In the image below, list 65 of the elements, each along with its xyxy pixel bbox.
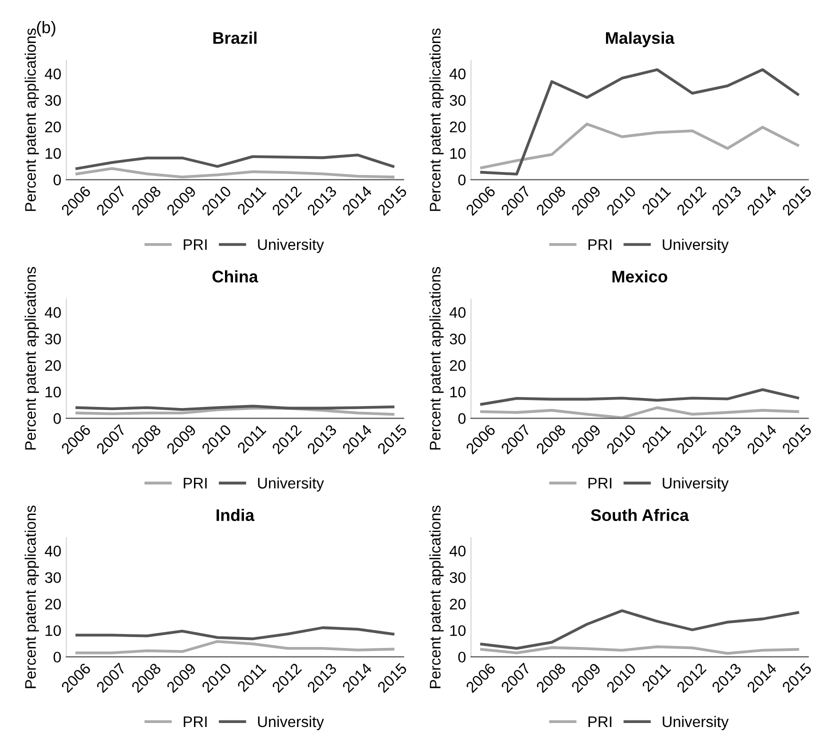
y-tick-label: 40 <box>44 307 61 318</box>
y-tick-label: 30 <box>45 95 61 106</box>
line-series <box>480 609 800 650</box>
y-tick-label: 10 <box>46 386 61 398</box>
y-tick-label: 30 <box>45 572 61 584</box>
legend-label: University <box>258 477 324 492</box>
y-tick-label: 0 <box>54 652 61 663</box>
y-tick-label: 30 <box>450 334 466 344</box>
chart-title: China <box>212 270 258 282</box>
line-series <box>480 122 800 170</box>
line-series <box>75 626 394 640</box>
y-tick-label: 0 <box>458 174 466 186</box>
y-tick-label: 0 <box>458 652 466 663</box>
chart-title: Mexico <box>612 270 668 282</box>
y-axis-title: Percent patent applications <box>429 267 444 450</box>
legend-label: PRI <box>184 478 207 488</box>
y-tick-label: 20 <box>450 360 466 371</box>
y-tick-label: 20 <box>450 122 466 132</box>
y-axis-title: Percent patent applications <box>429 28 444 211</box>
line-series <box>75 167 394 178</box>
line-series <box>480 406 800 418</box>
legend-label: PRI <box>588 478 612 488</box>
y-tick-label: 30 <box>450 95 466 106</box>
legend-label: PRI <box>184 716 207 727</box>
y-tick-label: 0 <box>458 413 466 424</box>
y-tick-label: 20 <box>45 598 61 610</box>
y-tick-label: 0 <box>54 174 61 186</box>
y-axis-title: Percent patent applications <box>24 267 39 450</box>
legend-label: PRI <box>588 239 612 250</box>
y-tick-label: 30 <box>45 334 61 344</box>
legend-label: PRI <box>184 239 207 250</box>
line-series <box>480 388 800 406</box>
text: (b) <box>37 21 56 37</box>
legend-label: University <box>662 238 729 254</box>
y-tick-label: 10 <box>46 148 61 159</box>
y-tick-label: 30 <box>450 572 466 584</box>
y-tick-label: 20 <box>450 598 466 610</box>
chart-title: Brazil <box>213 32 256 44</box>
y-axis-title: Percent patent applications <box>24 28 39 211</box>
legend-label: University <box>662 716 729 730</box>
line-series <box>480 68 800 176</box>
y-tick-label: 10 <box>450 148 466 159</box>
line-series <box>75 154 394 170</box>
legend-label: PRI <box>588 716 612 727</box>
y-axis-title: Percent patent applications <box>429 506 444 688</box>
line-series <box>75 640 394 654</box>
y-tick-label: 20 <box>45 122 61 132</box>
legend-label: University <box>258 716 324 730</box>
y-tick-label: 10 <box>46 625 61 636</box>
y-tick-label: 40 <box>44 546 61 556</box>
y-tick-label: 10 <box>450 386 466 398</box>
y-tick-label: 10 <box>450 625 466 636</box>
chart-title: South Africa <box>590 508 689 522</box>
line-series <box>480 645 800 655</box>
y-tick-label: 0 <box>54 413 61 424</box>
y-tick-label: 40 <box>450 307 466 318</box>
y-tick-label: 40 <box>44 68 61 80</box>
y-tick-label: 40 <box>450 68 466 80</box>
y-tick-label: 40 <box>450 546 466 556</box>
y-axis-title: Percent patent applications <box>24 506 39 688</box>
chart-title: India <box>216 508 254 522</box>
chart-title: Malaysia <box>606 32 675 48</box>
legend-label: University <box>258 238 324 254</box>
legend-label: University <box>662 477 729 492</box>
y-tick-label: 20 <box>45 360 61 371</box>
